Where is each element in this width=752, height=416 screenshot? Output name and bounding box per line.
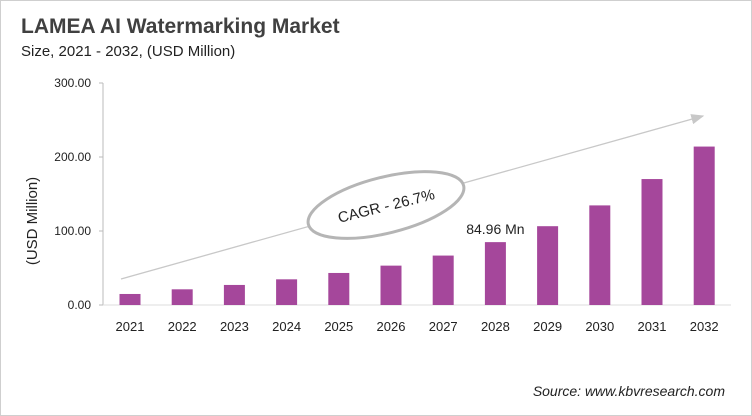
bar-2023 [223, 284, 245, 305]
bar-2021 [119, 293, 141, 305]
x-tick-label: 2021 [116, 319, 145, 334]
x-tick-label: 2028 [481, 319, 510, 334]
x-tick-label: 2026 [377, 319, 406, 334]
cagr-ellipse [306, 170, 466, 240]
bar-2032 [693, 146, 715, 305]
bar-2026 [380, 265, 402, 305]
y-axis-label: (USD Million) [24, 177, 41, 265]
x-tick-label: 2027 [429, 319, 458, 334]
bar-2031 [641, 179, 663, 305]
chart-subtitle: Size, 2021 - 2032, (USD Million) [21, 43, 236, 60]
y-tick-label: 0.00 [68, 298, 92, 312]
bar-2028 [484, 242, 506, 305]
data-label-2028: 84.96 Mn [466, 221, 524, 237]
x-tick-label: 2029 [533, 319, 562, 334]
bar-2027 [432, 255, 454, 305]
y-tick-label: 300.00 [54, 76, 91, 90]
x-tick-label: 2030 [585, 319, 614, 334]
x-tick-label: 2025 [324, 319, 353, 334]
bar-2024 [276, 279, 298, 305]
bar-2022 [171, 289, 193, 305]
x-tick-label: 2032 [690, 319, 719, 334]
x-tick-label: 2031 [638, 319, 667, 334]
bar-2025 [328, 272, 350, 305]
source-note: Source: www.kbvresearch.com [532, 383, 725, 399]
y-tick-label: 200.00 [54, 150, 91, 164]
bar-2030 [589, 205, 611, 305]
x-tick-label: 2023 [220, 319, 249, 334]
x-tick-label: 2024 [272, 319, 301, 334]
y-tick-label: 100.00 [54, 224, 91, 238]
chart-title: LAMEA AI Watermarking Market [21, 15, 340, 38]
bar-2029 [537, 226, 559, 305]
x-tick-label: 2022 [168, 319, 197, 334]
